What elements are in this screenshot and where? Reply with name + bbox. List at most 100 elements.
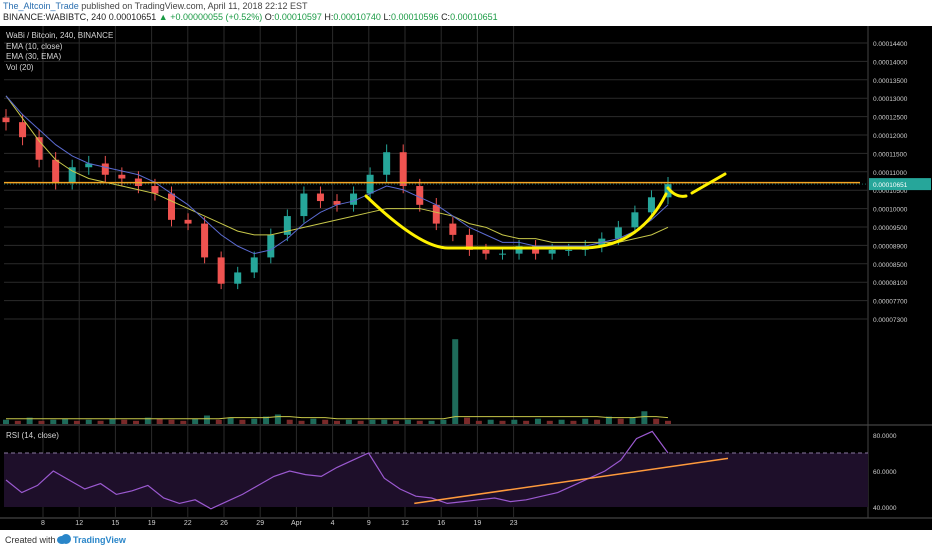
volume-bar: [511, 419, 518, 424]
candle-body: [333, 201, 341, 205]
volume-bar: [629, 417, 636, 424]
author-link[interactable]: The_Altcoin_Trade: [3, 1, 79, 11]
rsi-band: [4, 453, 868, 507]
volume-bar: [475, 420, 482, 424]
publish-header: The_Altcoin_Trade published on TradingVi…: [3, 1, 308, 11]
candle-body: [631, 212, 639, 228]
footer: Created with TradingView: [0, 530, 932, 550]
time-tick-label: 4: [331, 520, 335, 527]
volume-bar: [263, 416, 270, 424]
low-label: L:: [383, 12, 391, 22]
low-value: 0.00010596: [390, 12, 439, 22]
candle-body: [499, 253, 506, 255]
volume-bar: [26, 417, 33, 424]
candle-body: [664, 184, 672, 198]
volume-bar: [558, 419, 565, 424]
candle-body: [101, 163, 109, 175]
symbol-label: BINANCE:WABIBTC, 240: [3, 12, 107, 22]
time-tick-label: Apr: [291, 520, 303, 527]
time-tick-label: 29: [256, 520, 264, 527]
price-change: ▲ +0.00000055 (+0.52%): [158, 12, 263, 22]
chart-panel[interactable]: 0.00014400 0.00014000 0.00013500 0.00013000…: [0, 26, 932, 530]
price-tick-label: 0.00014400: [873, 41, 908, 48]
volume-ma-line: [6, 416, 669, 420]
time-tick-label: 19: [148, 520, 156, 527]
price-tick-label: 0.00013500: [873, 78, 908, 85]
price-tick-label: 0.00011000: [873, 170, 907, 177]
created-with-label: Created with: [5, 535, 56, 545]
candle-body: [449, 223, 457, 235]
volume-bar: [452, 339, 459, 424]
candle-body: [201, 223, 209, 258]
candle-body: [532, 246, 540, 254]
volume-bar: [121, 419, 128, 424]
price-tick-label: 0.00008100: [873, 280, 908, 287]
volume-bar: [345, 419, 352, 424]
price-tick-label: 0.00013000: [873, 96, 908, 103]
volume-bar: [416, 420, 423, 424]
volume-bar: [38, 420, 45, 424]
candle-body: [217, 257, 225, 284]
volume-bar: [487, 419, 494, 424]
volume-bar: [286, 419, 293, 424]
symbol-header: BINANCE:WABIBTC, 240 0.00010651 ▲ +0.000…: [3, 12, 498, 22]
rsi-tick-label: 80.0000: [873, 433, 897, 440]
tradingview-cloud-icon: [56, 533, 72, 547]
volume-bar: [404, 419, 411, 424]
volume-bar: [14, 420, 21, 424]
volume-bar: [239, 419, 246, 424]
price-tick-label: 0.00009500: [873, 225, 908, 232]
volume-bar: [464, 417, 471, 424]
time-tick-label: 15: [112, 520, 120, 527]
candle-body: [250, 257, 258, 273]
candle-body: [2, 117, 10, 123]
price-tick-label: 0.00012000: [873, 133, 908, 140]
volume-bar: [605, 416, 612, 424]
volume-bar: [570, 420, 577, 424]
volume-bar: [381, 419, 388, 424]
time-tick-label: 19: [474, 520, 482, 527]
price-tick-label: 0.00010500: [873, 188, 908, 195]
volume-bar: [310, 418, 317, 424]
rsi-line: [5, 430, 669, 510]
candle-body: [168, 193, 175, 220]
volume-bar: [665, 420, 671, 424]
candle-body: [548, 249, 556, 254]
volume-bar: [499, 420, 506, 424]
legend-ema10: EMA (10, close): [6, 41, 63, 51]
time-tick-label: 8: [41, 520, 45, 527]
volume-bar: [192, 418, 199, 424]
close-value: 0.00010651: [450, 12, 498, 22]
candle-body: [19, 122, 27, 138]
volume-bar: [440, 419, 447, 424]
candle-body: [118, 174, 126, 179]
volume-bar: [617, 418, 624, 424]
volume-bar: [334, 420, 340, 424]
candle-body: [515, 246, 523, 254]
time-tick-label: 22: [184, 520, 192, 527]
time-tick-label: 26: [220, 520, 228, 527]
last-price-tag: [869, 178, 931, 191]
price-tick-label: 0.00008900: [873, 243, 908, 250]
candle-body: [68, 167, 76, 183]
candle-body: [52, 159, 60, 183]
volume-bar: [369, 419, 376, 424]
last-price-tag-label: 0.00010651: [873, 182, 908, 189]
candle-body: [416, 186, 424, 205]
volume-bar: [534, 418, 541, 424]
price-tick-label: 0.00011500: [873, 151, 907, 158]
volume-bar: [50, 419, 57, 424]
volume-bar: [322, 419, 329, 424]
time-tick-label: 9: [367, 520, 371, 527]
close-label: C:: [441, 12, 451, 22]
volume-bar: [168, 419, 175, 424]
chart-svg[interactable]: 0.00014400 0.00014000 0.00013500 0.00013000…: [0, 26, 932, 530]
breakout-arrow-annotation: [690, 172, 727, 195]
candle-body: [85, 163, 93, 168]
price-tick-label: 0.00007700: [873, 299, 908, 306]
price-tick-label: 0.00014000: [873, 59, 908, 66]
price-tick-label: 0.00012500: [873, 115, 908, 122]
high-label: H:: [324, 12, 334, 22]
tradingview-brand[interactable]: TradingView: [73, 535, 126, 545]
volume-bar: [298, 420, 305, 424]
